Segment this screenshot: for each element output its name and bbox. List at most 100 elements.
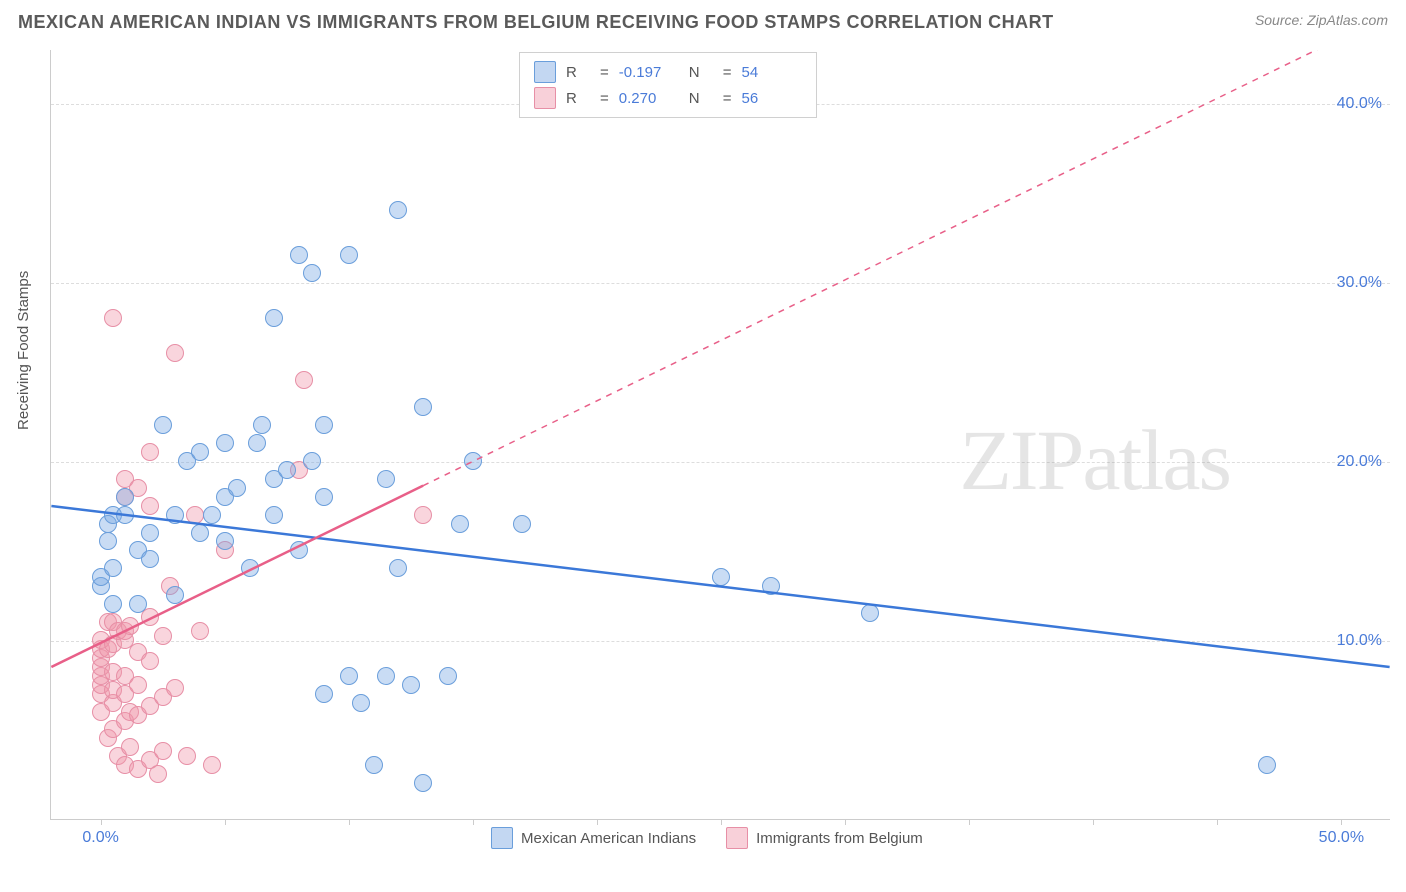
data-point <box>154 742 172 760</box>
data-point <box>191 443 209 461</box>
plot-area: ZIPatlas R=-0.197N=54R=0.270N=56 Mexican… <box>50 50 1390 820</box>
data-point <box>191 524 209 542</box>
data-point <box>290 246 308 264</box>
legend-eq: = <box>600 90 609 107</box>
legend-stat-label: N <box>689 90 713 107</box>
data-point <box>340 667 358 685</box>
legend-stat-row: R=-0.197N=54 <box>534 59 802 85</box>
data-point <box>248 434 266 452</box>
gridline <box>51 283 1390 284</box>
x-tick <box>349 819 350 825</box>
legend-series: Mexican American Indians Immigrants from… <box>491 827 923 849</box>
legend-r-value: -0.197 <box>619 64 679 81</box>
y-tick-label: 30.0% <box>1337 274 1382 292</box>
data-point <box>228 479 246 497</box>
data-point <box>141 652 159 670</box>
data-point <box>216 532 234 550</box>
x-tick <box>1217 819 1218 825</box>
data-point <box>186 506 204 524</box>
data-point <box>315 416 333 434</box>
y-axis-label: Receiving Food Stamps <box>15 271 32 430</box>
data-point <box>141 443 159 461</box>
data-point <box>290 541 308 559</box>
source-label: Source: ZipAtlas.com <box>1255 12 1388 28</box>
data-point <box>414 398 432 416</box>
data-point <box>116 488 134 506</box>
data-point <box>389 559 407 577</box>
legend-label-blue: Mexican American Indians <box>521 830 696 847</box>
data-point <box>402 676 420 694</box>
legend-stat-label: R <box>566 90 590 107</box>
data-point <box>315 488 333 506</box>
data-point <box>303 452 321 470</box>
y-tick-label: 20.0% <box>1337 453 1382 471</box>
x-tick-label: 50.0% <box>1319 829 1364 847</box>
legend-r-value: 0.270 <box>619 90 679 107</box>
data-point <box>278 461 296 479</box>
legend-label-pink: Immigrants from Belgium <box>756 830 923 847</box>
data-point <box>762 577 780 595</box>
x-tick <box>101 819 102 825</box>
data-point <box>377 667 395 685</box>
data-point <box>129 676 147 694</box>
data-point <box>295 371 313 389</box>
x-tick <box>225 819 226 825</box>
legend-stat-row: R = 0.270 N = 56 <box>534 85 802 111</box>
legend-swatch <box>534 87 556 109</box>
chart-title: MEXICAN AMERICAN INDIAN VS IMMIGRANTS FR… <box>18 12 1054 33</box>
data-point <box>414 506 432 524</box>
x-tick <box>473 819 474 825</box>
y-tick-label: 10.0% <box>1337 632 1382 650</box>
data-point <box>439 667 457 685</box>
data-point <box>191 622 209 640</box>
legend-n-value: 56 <box>742 90 802 107</box>
data-point <box>203 756 221 774</box>
legend-stat-label: N <box>689 64 713 81</box>
data-point <box>166 586 184 604</box>
legend-swatch-blue <box>491 827 513 849</box>
x-tick-label: 0.0% <box>82 829 118 847</box>
x-tick <box>845 819 846 825</box>
data-point <box>352 694 370 712</box>
data-point <box>116 506 134 524</box>
watermark: ZIPatlas <box>959 410 1230 510</box>
data-point <box>178 747 196 765</box>
data-point <box>166 344 184 362</box>
x-tick <box>721 819 722 825</box>
legend-n-value: 54 <box>742 64 802 81</box>
data-point <box>464 452 482 470</box>
data-point <box>104 309 122 327</box>
data-point <box>513 515 531 533</box>
data-point <box>315 685 333 703</box>
data-point <box>104 595 122 613</box>
data-point <box>121 617 139 635</box>
data-point <box>414 774 432 792</box>
data-point <box>340 246 358 264</box>
data-point <box>141 550 159 568</box>
data-point <box>104 559 122 577</box>
gridline <box>51 462 1390 463</box>
data-point <box>166 679 184 697</box>
data-point <box>712 568 730 586</box>
data-point <box>1258 756 1276 774</box>
x-tick <box>1341 819 1342 825</box>
data-point <box>141 497 159 515</box>
x-tick <box>597 819 598 825</box>
legend-swatch <box>534 61 556 83</box>
y-tick-label: 40.0% <box>1337 95 1382 113</box>
legend-eq: = <box>600 64 609 81</box>
data-point <box>389 201 407 219</box>
legend-item-blue: Mexican American Indians <box>491 827 696 849</box>
data-point <box>861 604 879 622</box>
x-tick <box>969 819 970 825</box>
gridline <box>51 641 1390 642</box>
data-point <box>166 506 184 524</box>
data-point <box>154 627 172 645</box>
data-point <box>99 532 117 550</box>
data-point <box>451 515 469 533</box>
data-point <box>365 756 383 774</box>
legend-stat-label: R <box>566 64 590 81</box>
data-point <box>303 264 321 282</box>
data-point <box>253 416 271 434</box>
legend-eq: = <box>723 90 732 107</box>
